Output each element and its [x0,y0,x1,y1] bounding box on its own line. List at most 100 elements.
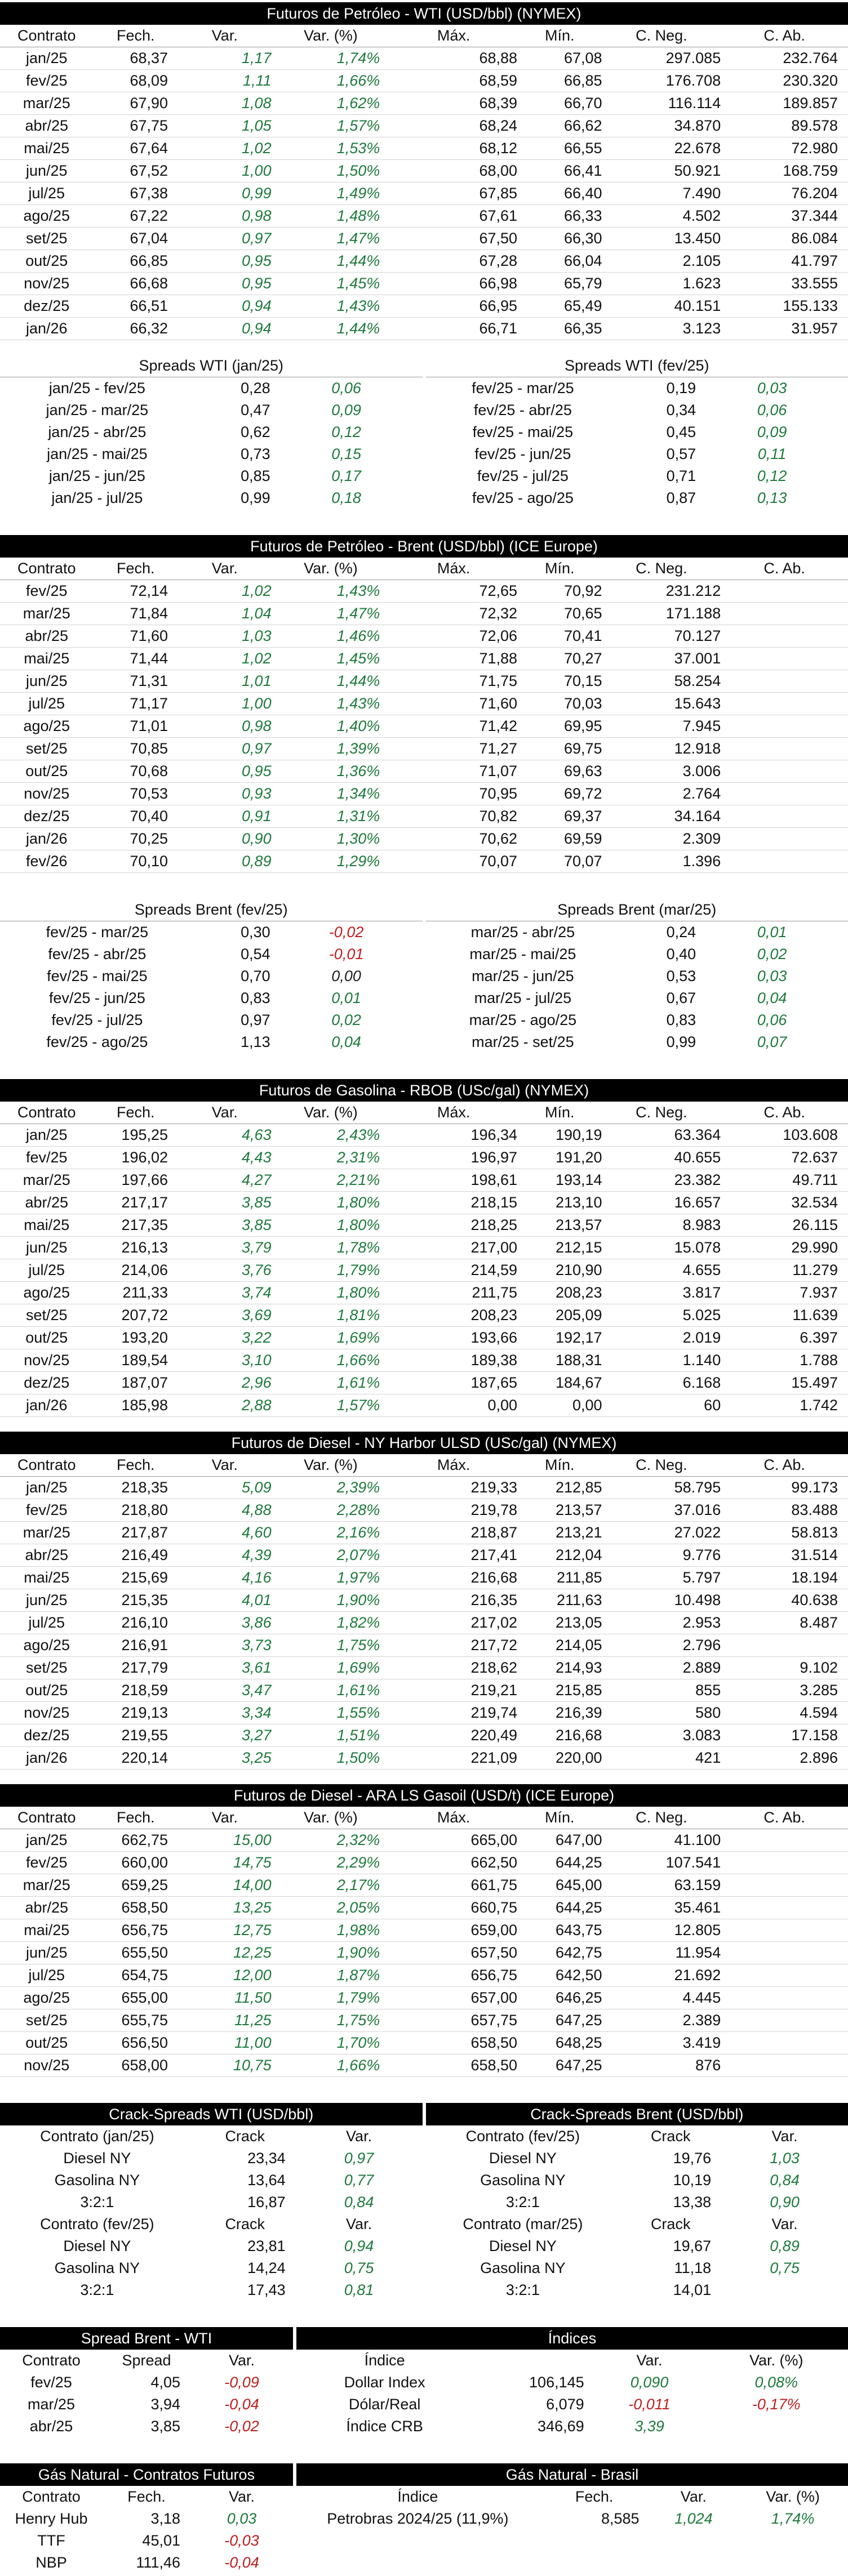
gas-futures-title: Gás Natural - Contratos Futuros [0,2463,293,2486]
column-header-high: Máx. [390,1102,517,1124]
cell-close: 217,35 [94,1214,179,1237]
column-header-high: Máx. [390,25,517,47]
crack-value: 10,19 [620,2169,721,2191]
column-header-contract: Contrato [0,1102,94,1124]
cell-low: 205,09 [517,1304,602,1327]
cell-var: 15,00 [178,1829,272,1852]
cell-open-interest: 83.488 [721,1499,848,1522]
cell-low: 70,65 [517,603,602,625]
spread-value: 0,83 [194,987,270,1009]
cell-var-pct: 1,81% [272,1304,390,1327]
cell-volume: 2.796 [602,1634,721,1657]
cell-var: 0,98 [178,715,272,738]
crack-spreads: Crack-Spreads WTI (USD/bbl) Contrato (ja… [0,2103,848,2301]
row-label: NBP [0,2552,103,2574]
cell-low: 66,85 [517,70,602,92]
cell-var: 12,75 [178,1919,272,1942]
cell-var: 2,88 [178,1394,272,1417]
cell-contract: out/25 [0,1327,94,1349]
spread-pair: fev/25 - abr/25 [0,943,194,965]
spread-var: 0,00 [270,965,423,987]
cell-open-interest [721,1852,848,1874]
cell-low: 213,10 [517,1192,602,1214]
cell-contract: ago/25 [0,715,94,738]
column-header: Índice [296,2486,539,2508]
cell-close: 67,38 [94,182,179,205]
cell-volume: 37.016 [602,1499,721,1522]
cell-var-pct: 1,79% [272,1259,390,1282]
cell-open-interest: 40.638 [721,1589,848,1612]
crack-value: 23,34 [194,2147,296,2169]
row-value: 4,05 [103,2372,190,2394]
cell-volume: 34.164 [602,805,721,828]
cell-high: 71,75 [390,670,517,693]
cell-contract: nov/25 [0,2054,94,2077]
cell-close: 68,09 [94,70,179,92]
cell-contract: mar/25 [0,1522,94,1544]
row-value [704,2415,848,2437]
cell-high: 68,00 [390,160,517,182]
cell-low: 642,50 [517,1964,602,1987]
cell-low: 644,25 [517,1852,602,1874]
cell-close: 217,79 [94,1657,179,1679]
cell-contract: jan/25 [0,1124,94,1147]
spread-var: 0,04 [270,1031,423,1053]
row-label: TTF [0,2530,103,2552]
cell-open-interest: 232.764 [721,47,848,70]
cell-close: 216,13 [94,1237,179,1259]
cell-close: 185,98 [94,1394,179,1417]
cell-open-interest: 86.084 [721,228,848,250]
cell-close: 71,44 [94,648,179,670]
cell-low: 642,75 [517,1942,602,1964]
cell-contract: jun/25 [0,670,94,693]
cell-high: 662,50 [390,1852,517,1874]
cell-var: 1,11 [178,70,272,92]
spread-pair: fev/25 - abr/25 [426,399,620,421]
cell-var-pct: 1,44% [272,670,390,693]
cell-var: 11,00 [178,2032,272,2054]
cell-open-interest [721,1919,848,1942]
cell-var: 4,16 [178,1567,272,1589]
cell-low: 188,31 [517,1349,602,1372]
cell-var-pct: 1,34% [272,783,390,805]
cell-volume: 23.382 [602,1169,721,1192]
cell-close: 654,75 [94,1964,179,1987]
cell-low: 213,57 [517,1499,602,1522]
cell-close: 189,54 [94,1349,179,1372]
crack-product: Gasolina NY [0,2169,194,2191]
cell-volume: 231.212 [602,580,721,603]
crack-product: 3:2:1 [426,2191,620,2213]
spread-pair: mar/25 - set/25 [426,1031,620,1053]
cell-low: 648,25 [517,2032,602,2054]
cell-var: 10,75 [178,2054,272,2077]
cell-high: 198,61 [390,1169,517,1192]
row-label: fev/25 [0,2372,103,2394]
cell-high: 658,50 [390,2032,517,2054]
spread-value: 0,87 [620,487,696,509]
crack-column-header: Crack [620,2213,721,2235]
column-header-high: Máx. [390,1807,517,1829]
crack-value: 17,43 [194,2279,296,2301]
cell-open-interest: 76.204 [721,182,848,205]
rbob-section-title: Futuros de Gasolina - RBOB (USc/gal) (NY… [0,1079,848,1102]
cell-contract: abr/25 [0,1192,94,1214]
cell-contract: jul/25 [0,1259,94,1282]
crack-product: 3:2:1 [0,2191,194,2213]
cell-volume: 10.498 [602,1589,721,1612]
